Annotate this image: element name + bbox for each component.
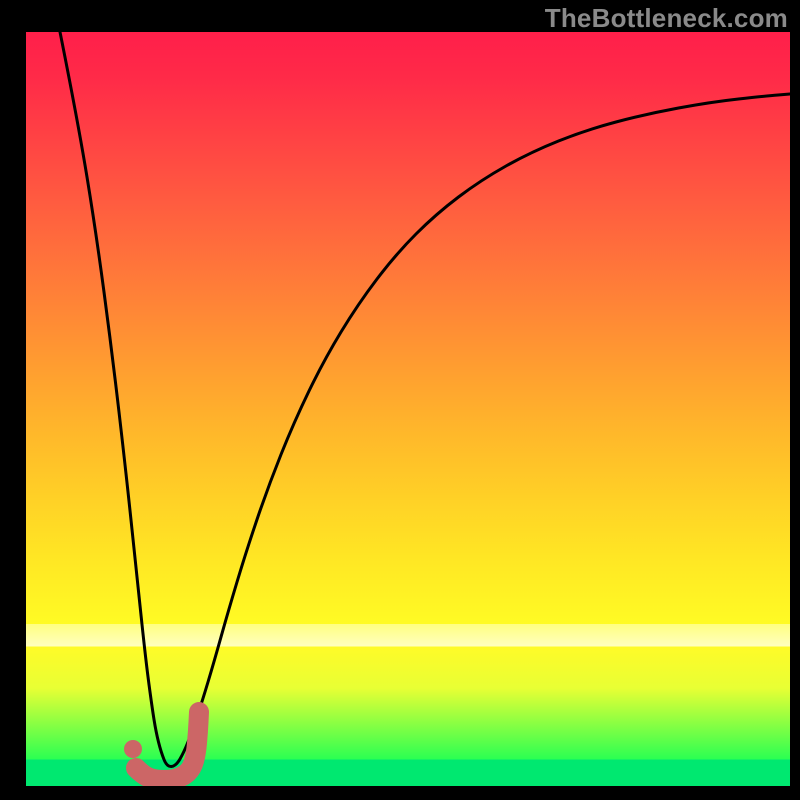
frame-bottom xyxy=(0,786,800,800)
chart-background xyxy=(26,32,790,786)
watermark-text: TheBottleneck.com xyxy=(545,3,788,34)
bottleneck-chart xyxy=(26,32,790,786)
frame-left xyxy=(0,0,26,800)
frame-right xyxy=(790,0,800,800)
